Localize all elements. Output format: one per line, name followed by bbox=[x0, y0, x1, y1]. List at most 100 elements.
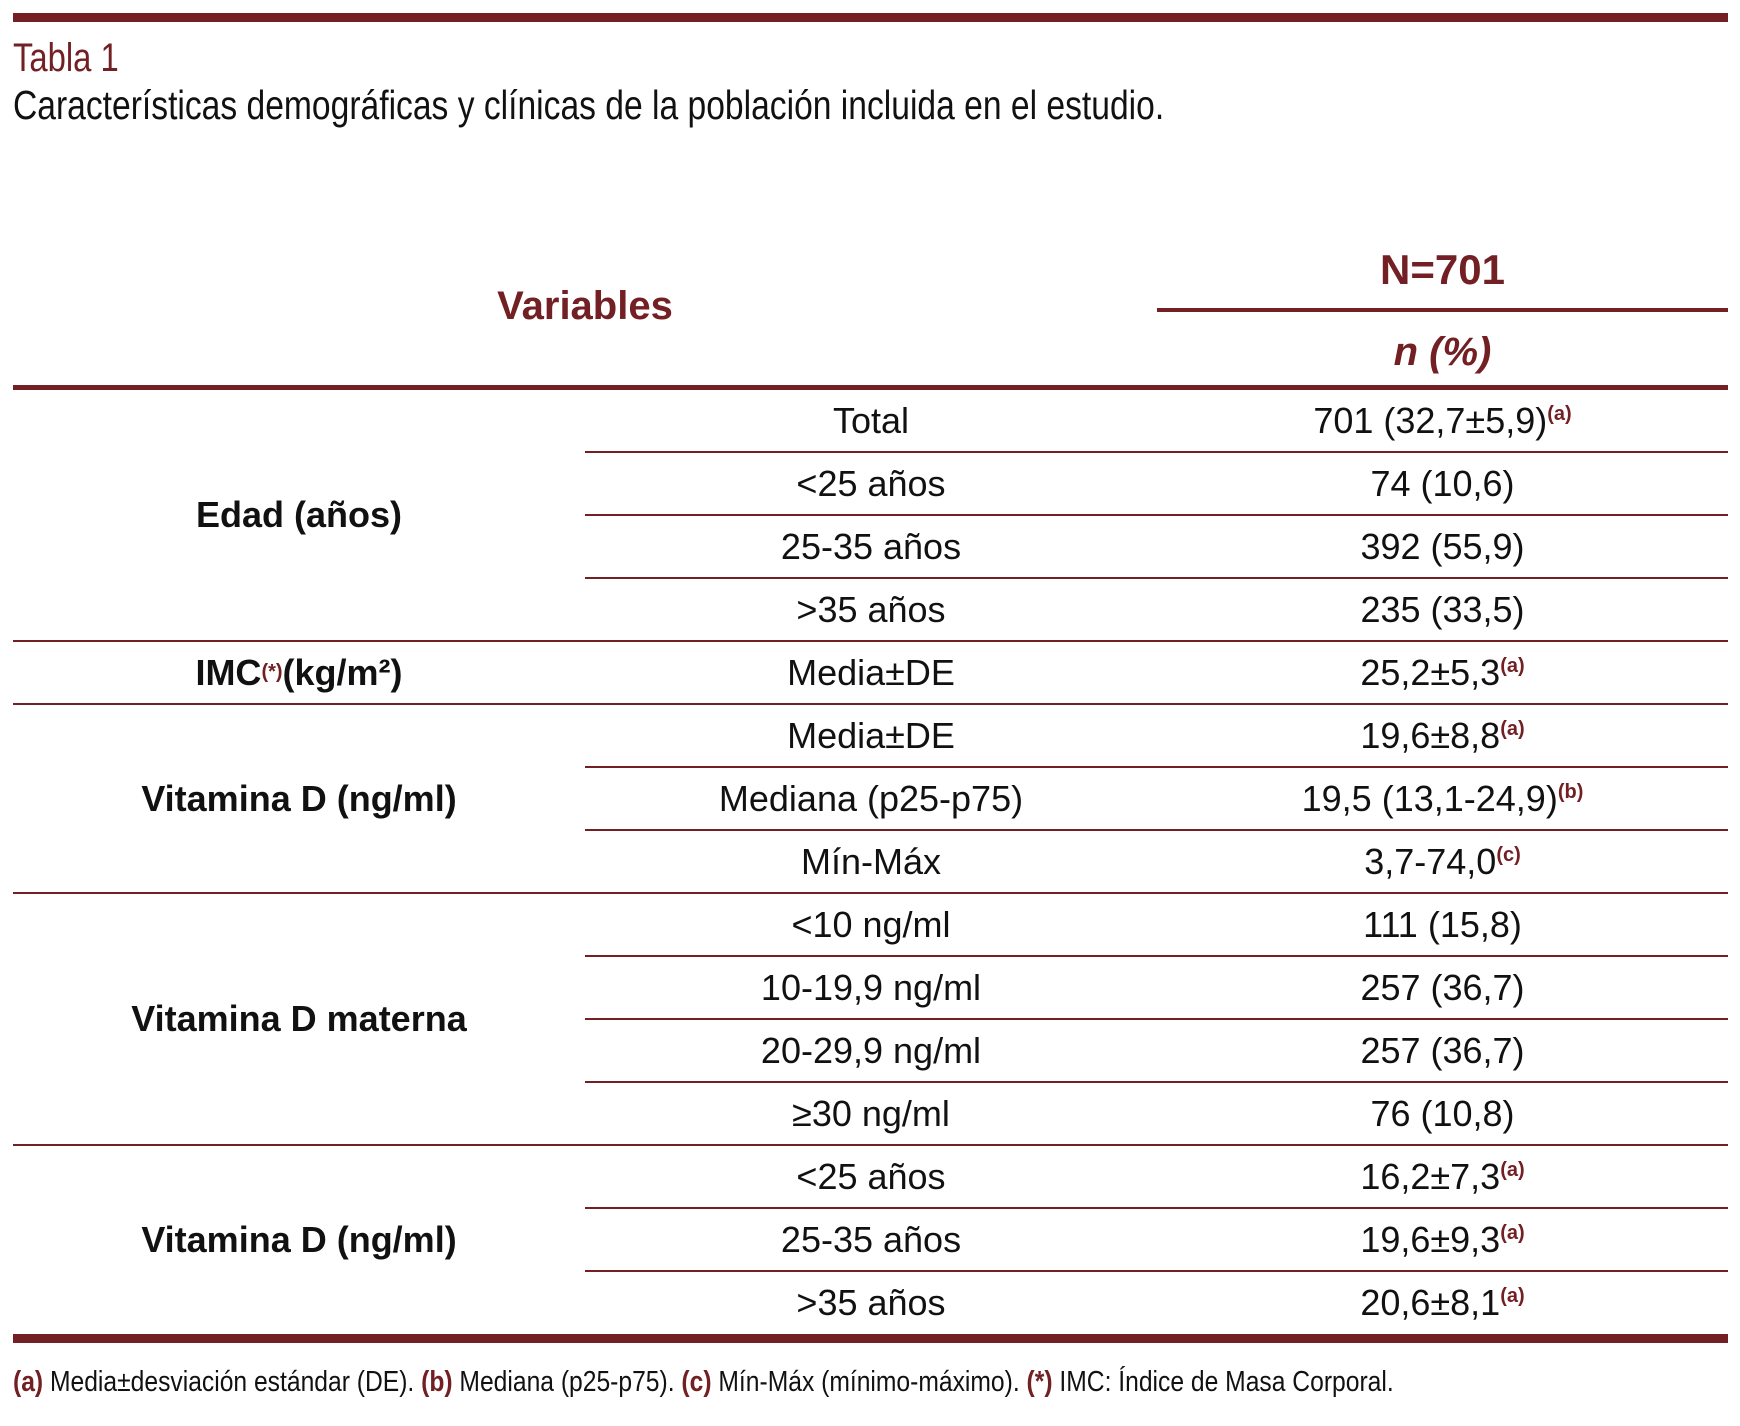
value-note: (b) bbox=[1557, 780, 1584, 803]
value-text: 257 (36,7) bbox=[1360, 966, 1525, 1008]
group-label-text: IMC bbox=[195, 651, 262, 693]
table-row: <25 años 74 (10,6) bbox=[585, 453, 1728, 516]
group-label: Vitamina D (ng/ml) bbox=[13, 705, 585, 892]
row-category: <25 años bbox=[796, 1155, 946, 1197]
value-text: 701 (32,7±5,9) bbox=[1313, 399, 1548, 441]
footnote-text: Mín-Máx (mínimo-máximo). bbox=[711, 1366, 1027, 1398]
table-row: >35 años 20,6±8,1(a) bbox=[585, 1272, 1728, 1333]
value-text: 20,6±8,1 bbox=[1360, 1281, 1501, 1323]
table-row: 25-35 años 392 (55,9) bbox=[585, 516, 1728, 579]
row-value: 19,6±9,3(a) bbox=[1157, 1219, 1728, 1261]
row-value: 19,6±8,8(a) bbox=[1157, 715, 1728, 757]
row-category: 20-29,9 ng/ml bbox=[760, 1029, 982, 1071]
group-label: IMC (*) (kg/m²) bbox=[13, 642, 585, 703]
value-text: 25,2±5,3 bbox=[1360, 651, 1501, 693]
footnote-mark: (c) bbox=[681, 1366, 712, 1398]
variable-group: Vitamina D (ng/ml) <25 años 16,2±7,3(a) 25-… bbox=[13, 1146, 1728, 1333]
table-row: Total 701 (32,7±5,9)(a) bbox=[585, 390, 1728, 453]
row-value: 76 (10,8) bbox=[1157, 1093, 1728, 1135]
row-category: <10 ng/ml bbox=[791, 903, 951, 945]
value-text: 19,6±8,8 bbox=[1360, 714, 1501, 756]
header-n-total: N=701 bbox=[1380, 246, 1505, 293]
value-note: (a) bbox=[1547, 402, 1572, 425]
table-row: >35 años 235 (33,5) bbox=[585, 579, 1728, 640]
variable-group: Vitamina D (ng/ml) Media±DE 19,6±8,8(a) Med… bbox=[13, 705, 1728, 894]
value-text: 74 (10,6) bbox=[1370, 462, 1515, 504]
footnote-mark: (b) bbox=[421, 1366, 453, 1398]
group-label-text: Vitamina D (ng/ml) bbox=[141, 1218, 457, 1260]
value-text: 257 (36,7) bbox=[1360, 1029, 1525, 1071]
footnote-text: IMC: Índice de Masa Corporal. bbox=[1052, 1366, 1394, 1398]
row-value: 20,6±8,1(a) bbox=[1157, 1282, 1728, 1324]
header-variables: Variables bbox=[497, 284, 673, 328]
row-category: ≥30 ng/ml bbox=[792, 1092, 950, 1134]
value-text: 3,7-74,0 bbox=[1364, 840, 1497, 882]
row-category: 25-35 años bbox=[780, 1218, 962, 1260]
row-value: 257 (36,7) bbox=[1157, 1030, 1728, 1072]
value-text: 76 (10,8) bbox=[1370, 1092, 1515, 1134]
value-text: 111 (15,8) bbox=[1363, 903, 1522, 945]
group-label-text: Vitamina D (ng/ml) bbox=[141, 777, 457, 819]
row-category: Media±DE bbox=[787, 714, 955, 756]
row-category: 25-35 años bbox=[780, 525, 962, 567]
data-table: Edad (años) Total 701 (32,7±5,9)(a) <25 año… bbox=[13, 390, 1728, 1333]
table-row: Mín-Máx 3,7-74,0(c) bbox=[585, 831, 1728, 892]
footnote-mark: (*) bbox=[1026, 1366, 1053, 1398]
row-category: >35 años bbox=[796, 588, 946, 630]
value-text: 19,6±9,3 bbox=[1360, 1218, 1501, 1260]
row-category: Mín-Máx bbox=[800, 840, 941, 882]
row-value: 111 (15,8) bbox=[1157, 904, 1728, 946]
group-label-unit: (kg/m²) bbox=[282, 651, 403, 693]
group-label: Vitamina D materna bbox=[13, 894, 585, 1144]
group-label: Edad (años) bbox=[13, 390, 585, 640]
table-row: Mediana (p25-p75) 19,5 (13,1-24,9)(b) bbox=[585, 768, 1728, 831]
footnote-text: Media±desviación estándar (DE). bbox=[43, 1366, 422, 1398]
value-text: 16,2±7,3 bbox=[1360, 1155, 1501, 1197]
table-row: 10-19,9 ng/ml 257 (36,7) bbox=[585, 957, 1728, 1020]
table-row: <25 años 16,2±7,3(a) bbox=[585, 1146, 1728, 1209]
table-row: 20-29,9 ng/ml 257 (36,7) bbox=[585, 1020, 1728, 1083]
variable-group: Vitamina D materna <10 ng/ml 111 (15,8) 10-… bbox=[13, 894, 1728, 1146]
row-value: 74 (10,6) bbox=[1157, 463, 1728, 505]
value-text: 235 (33,5) bbox=[1360, 588, 1525, 630]
value-text: 392 (55,9) bbox=[1360, 525, 1525, 567]
row-value: 16,2±7,3(a) bbox=[1157, 1156, 1728, 1198]
value-text: 19,5 (13,1-24,9) bbox=[1301, 777, 1558, 819]
row-value: 235 (33,5) bbox=[1157, 589, 1728, 631]
row-value: 392 (55,9) bbox=[1157, 526, 1728, 568]
row-category: Total bbox=[832, 399, 910, 441]
row-category: <25 años bbox=[796, 462, 946, 504]
value-note: (a) bbox=[1500, 1284, 1525, 1307]
row-category: Media±DE bbox=[787, 651, 955, 693]
value-note: (c) bbox=[1496, 843, 1521, 866]
footnote-mark: (a) bbox=[13, 1366, 44, 1398]
row-value: 257 (36,7) bbox=[1157, 967, 1728, 1009]
top-rule bbox=[13, 13, 1728, 22]
header-rule bbox=[1157, 308, 1728, 312]
row-value: 701 (32,7±5,9)(a) bbox=[1157, 400, 1728, 442]
group-label-text: Edad (años) bbox=[195, 494, 402, 535]
table-caption: Características demográficas y clínicas … bbox=[13, 82, 1165, 128]
group-label-text: Vitamina D materna bbox=[131, 998, 467, 1039]
header-n-pct: n (%) bbox=[1393, 330, 1492, 374]
bottom-rule bbox=[13, 1334, 1728, 1343]
group-label: Vitamina D (ng/ml) bbox=[13, 1146, 585, 1333]
group-label-note: (*) bbox=[261, 661, 283, 683]
row-value: 3,7-74,0(c) bbox=[1157, 841, 1728, 883]
table-title: Tabla 1 bbox=[13, 36, 119, 80]
table-row: Media±DE 25,2±5,3(a) bbox=[585, 642, 1728, 703]
table-row: Media±DE 19,6±8,8(a) bbox=[585, 705, 1728, 768]
row-category: 10-19,9 ng/ml bbox=[760, 966, 982, 1008]
table-row: <10 ng/ml 111 (15,8) bbox=[585, 894, 1728, 957]
variable-group: IMC (*) (kg/m²) Media±DE 25,2±5,3(a) bbox=[13, 642, 1728, 705]
value-note: (a) bbox=[1500, 717, 1525, 740]
footnote-text: Mediana (p25-p75). bbox=[452, 1366, 682, 1398]
row-value: 19,5 (13,1-24,9)(b) bbox=[1157, 778, 1728, 820]
footnotes: (a) Media±desviación estándar (DE). (b) … bbox=[13, 1366, 1394, 1399]
table-row: 25-35 años 19,6±9,3(a) bbox=[585, 1209, 1728, 1272]
row-category: >35 años bbox=[796, 1281, 946, 1323]
value-note: (a) bbox=[1500, 1221, 1525, 1244]
header-bottom-rule bbox=[13, 385, 1728, 390]
table-row: ≥30 ng/ml 76 (10,8) bbox=[585, 1083, 1728, 1144]
row-category: Mediana (p25-p75) bbox=[718, 777, 1024, 819]
